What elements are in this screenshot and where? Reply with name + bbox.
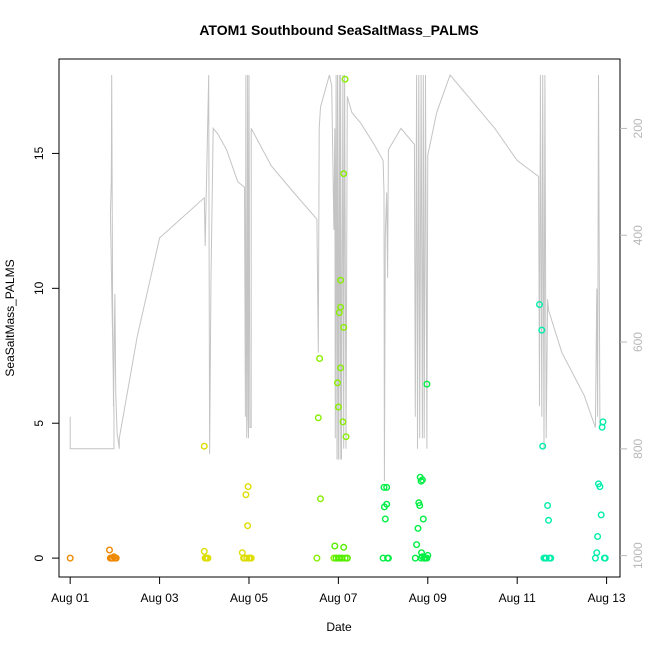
data-point-0-1 <box>105 546 113 554</box>
data-point-3-5 <box>340 543 348 551</box>
y-tick-label-1: 5 <box>32 420 46 427</box>
data-point-2-14 <box>340 323 348 331</box>
data-points-layer <box>66 75 609 562</box>
data-point-2-13 <box>339 418 347 426</box>
data-point-4-8 <box>411 554 419 562</box>
data-point-2-9 <box>337 276 345 284</box>
data-point-2-10 <box>337 303 345 311</box>
data-point-1-10 <box>244 522 252 530</box>
data-point-5-5 <box>542 554 550 562</box>
y-axis-label: SeaSaltMass_PALMS <box>3 259 17 376</box>
data-point-4-5 <box>383 483 391 491</box>
secondary-y-axis: 200 400 600 800 1000 <box>620 118 645 569</box>
x-tick-label-6: Aug 13 <box>588 591 626 605</box>
data-point-4-7 <box>384 554 392 562</box>
pressure-trace-line <box>69 74 601 481</box>
data-point-4-3 <box>381 515 389 523</box>
data-point-5-11 <box>593 549 601 557</box>
x-tick-label-2: Aug 05 <box>230 591 268 605</box>
data-point-4-10 <box>414 524 422 532</box>
data-point-5-12 <box>594 533 602 541</box>
data-point-5-0 <box>536 301 544 309</box>
data-point-2-6 <box>334 379 342 387</box>
data-point-5-1 <box>538 326 546 334</box>
data-point-0-7 <box>112 554 120 562</box>
data-point-4-21 <box>423 380 431 388</box>
data-point-2-2 <box>316 355 324 363</box>
data-point-0-4 <box>109 554 117 562</box>
data-point-4-17 <box>419 515 427 523</box>
data-point-5-19 <box>601 554 609 562</box>
y2-tick-label-4: 1000 <box>631 542 645 569</box>
data-point-4-9 <box>413 541 421 549</box>
data-point-4-14 <box>417 477 425 485</box>
data-point-5-14 <box>596 483 604 491</box>
data-point-2-15 <box>340 170 348 178</box>
y-tick-label-3: 15 <box>32 146 46 160</box>
data-point-4-16 <box>418 476 426 484</box>
y2-tick-label-2: 600 <box>631 332 645 352</box>
data-point-1-1 <box>200 547 208 555</box>
x-axis-label: Date <box>326 620 352 634</box>
pressure-trace-layer <box>69 74 601 481</box>
data-point-4-1 <box>380 483 388 491</box>
data-point-1-4 <box>204 554 212 562</box>
data-point-2-7 <box>334 403 342 411</box>
y-tick-label-0: 0 <box>32 554 46 561</box>
x-tick-label-1: Aug 03 <box>141 591 179 605</box>
data-point-4-4 <box>383 500 391 508</box>
data-point-0-0 <box>66 554 74 562</box>
y2-tick-label-0: 200 <box>631 118 645 138</box>
data-point-1-9 <box>243 554 251 562</box>
x-tick-label-4: Aug 09 <box>409 591 447 605</box>
y-axis: 0 5 10 15 <box>32 146 59 561</box>
data-point-5-2 <box>539 442 547 450</box>
y-tick-label-2: 10 <box>32 281 46 295</box>
data-point-2-11 <box>337 364 345 372</box>
data-point-3-6 <box>341 554 349 562</box>
data-point-5-9 <box>547 554 555 562</box>
chart-title: ATOM1 Southbound SeaSaltMass_PALMS <box>199 22 478 38</box>
data-point-1-14 <box>247 554 255 562</box>
data-point-2-16 <box>341 75 349 83</box>
data-point-1-0 <box>200 442 208 450</box>
data-point-4-23 <box>418 553 426 561</box>
data-point-5-7 <box>545 516 553 524</box>
data-point-4-12 <box>416 502 424 510</box>
x-tick-label-3: Aug 07 <box>319 591 357 605</box>
data-point-1-11 <box>244 483 252 491</box>
data-point-3-0 <box>331 542 339 550</box>
data-point-2-0 <box>313 554 321 562</box>
data-point-5-17 <box>599 418 607 426</box>
data-point-4-24 <box>418 549 426 557</box>
data-point-2-3 <box>317 495 325 503</box>
data-point-3-7 <box>343 554 351 562</box>
x-tick-label-0: Aug 01 <box>51 591 89 605</box>
data-point-2-1 <box>314 414 322 422</box>
x-tick-label-5: Aug 11 <box>499 591 536 605</box>
x-axis: Aug 01 Aug 03 Aug 05 Aug 07 Aug 09 Aug 11 Aug … <box>51 577 626 605</box>
plot-frame <box>58 58 621 578</box>
data-point-2-17 <box>342 433 350 441</box>
y2-tick-label-1: 400 <box>631 225 645 245</box>
data-point-5-15 <box>597 511 605 519</box>
data-point-1-8 <box>242 491 250 499</box>
data-point-5-6 <box>544 502 552 510</box>
y2-tick-label-3: 800 <box>631 439 645 459</box>
